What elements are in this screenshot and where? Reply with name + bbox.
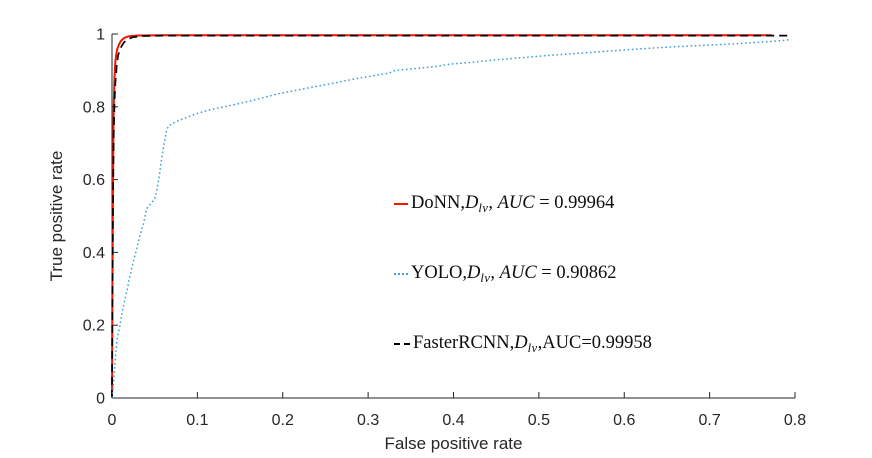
- legend-entry-donn: DoNN,Dlv, AUC = 0.99964: [394, 193, 652, 215]
- y-tick-label: 0.4: [83, 245, 105, 262]
- x-tick-label: 0.4: [442, 412, 464, 429]
- legend-line-solid-icon: [394, 203, 408, 205]
- legend-line-dotted-icon: [394, 273, 408, 275]
- chart-legend: DoNN,Dlv, AUC = 0.99964 YOLO,Dlv, AUC = 0…: [394, 193, 652, 403]
- legend-entry-fasterrcnn: FasterRCNN,Dlv,AUC=0.99958: [394, 333, 652, 355]
- y-tick-label: 0.8: [83, 99, 105, 116]
- legend-label-fasterrcnn: FasterRCNN,Dlv,AUC=0.99958: [413, 332, 652, 355]
- x-tick-label: 0.6: [613, 412, 635, 429]
- x-tick-label: 0.1: [186, 412, 208, 429]
- y-tick-label: 0.2: [83, 318, 105, 335]
- series-curve-fasterrcnn: [111, 34, 789, 399]
- y-tick-label: 1: [96, 27, 105, 44]
- legend-entry-yolo: YOLO,Dlv, AUC = 0.90862: [394, 263, 652, 285]
- x-axis-title: False positive rate: [385, 434, 523, 453]
- x-tick-label: 0: [108, 412, 117, 429]
- x-tick-label: 0.2: [272, 412, 294, 429]
- x-tick-label: 0.8: [784, 412, 806, 429]
- legend-label-donn: DoNN,Dlv, AUC = 0.99964: [411, 192, 615, 215]
- x-tick-label: 0.7: [699, 412, 721, 429]
- x-tick-label: 0.5: [528, 412, 550, 429]
- y-tick-label: 0.6: [83, 172, 105, 189]
- y-axis-title: True positive rate: [47, 151, 66, 282]
- legend-label-yolo: YOLO,Dlv, AUC = 0.90862: [411, 262, 617, 285]
- y-tick-label: 0: [96, 391, 105, 408]
- x-tick-label: 0.3: [357, 412, 379, 429]
- series-curve-yolo: [111, 38, 791, 399]
- legend-line-dashed-icon: [394, 343, 410, 345]
